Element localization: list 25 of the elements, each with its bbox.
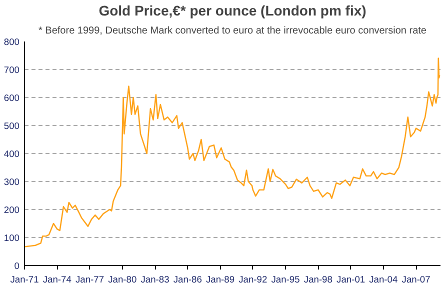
x-tick-label: Jan-77 <box>76 274 104 284</box>
line-series <box>24 58 440 248</box>
y-tick-label: 200 <box>4 205 20 215</box>
x-tick-label: Jan-89 <box>206 274 235 284</box>
y-tick-label: 300 <box>4 177 20 187</box>
x-tick-label: Jan-80 <box>108 274 137 284</box>
x-tick-label: Jan-86 <box>173 274 202 284</box>
y-tick-label: 500 <box>4 121 20 131</box>
x-tick-label: Jan-83 <box>140 274 170 284</box>
x-tick-label: Jan-92 <box>238 274 268 284</box>
y-tick-label: 800 <box>4 37 20 47</box>
x-tick-label: Jan-74 <box>42 274 72 284</box>
y-tick-label: 700 <box>4 65 20 75</box>
x-tick-label: Jan-07 <box>402 274 430 284</box>
y-tick-label: 400 <box>4 149 20 159</box>
y-tick-label: 100 <box>4 233 20 243</box>
chart-subtitle: * Before 1999, Deutsche Mark converted to euro at the irrevocable euro conversion rate <box>38 26 427 36</box>
chart-title: Gold Price,€* per ounce (London pm fix) <box>98 2 366 18</box>
x-tick-label: Jan-01 <box>336 274 366 284</box>
x-tick-label: Jan-95 <box>271 274 300 284</box>
y-tick-label: 600 <box>4 93 20 103</box>
x-tick-label: Jan-04 <box>369 274 398 284</box>
y-tick-label: 0 <box>14 261 20 271</box>
x-tick-label: Jan-98 <box>304 274 332 284</box>
x-tick-label: Jan-71 <box>10 274 39 284</box>
